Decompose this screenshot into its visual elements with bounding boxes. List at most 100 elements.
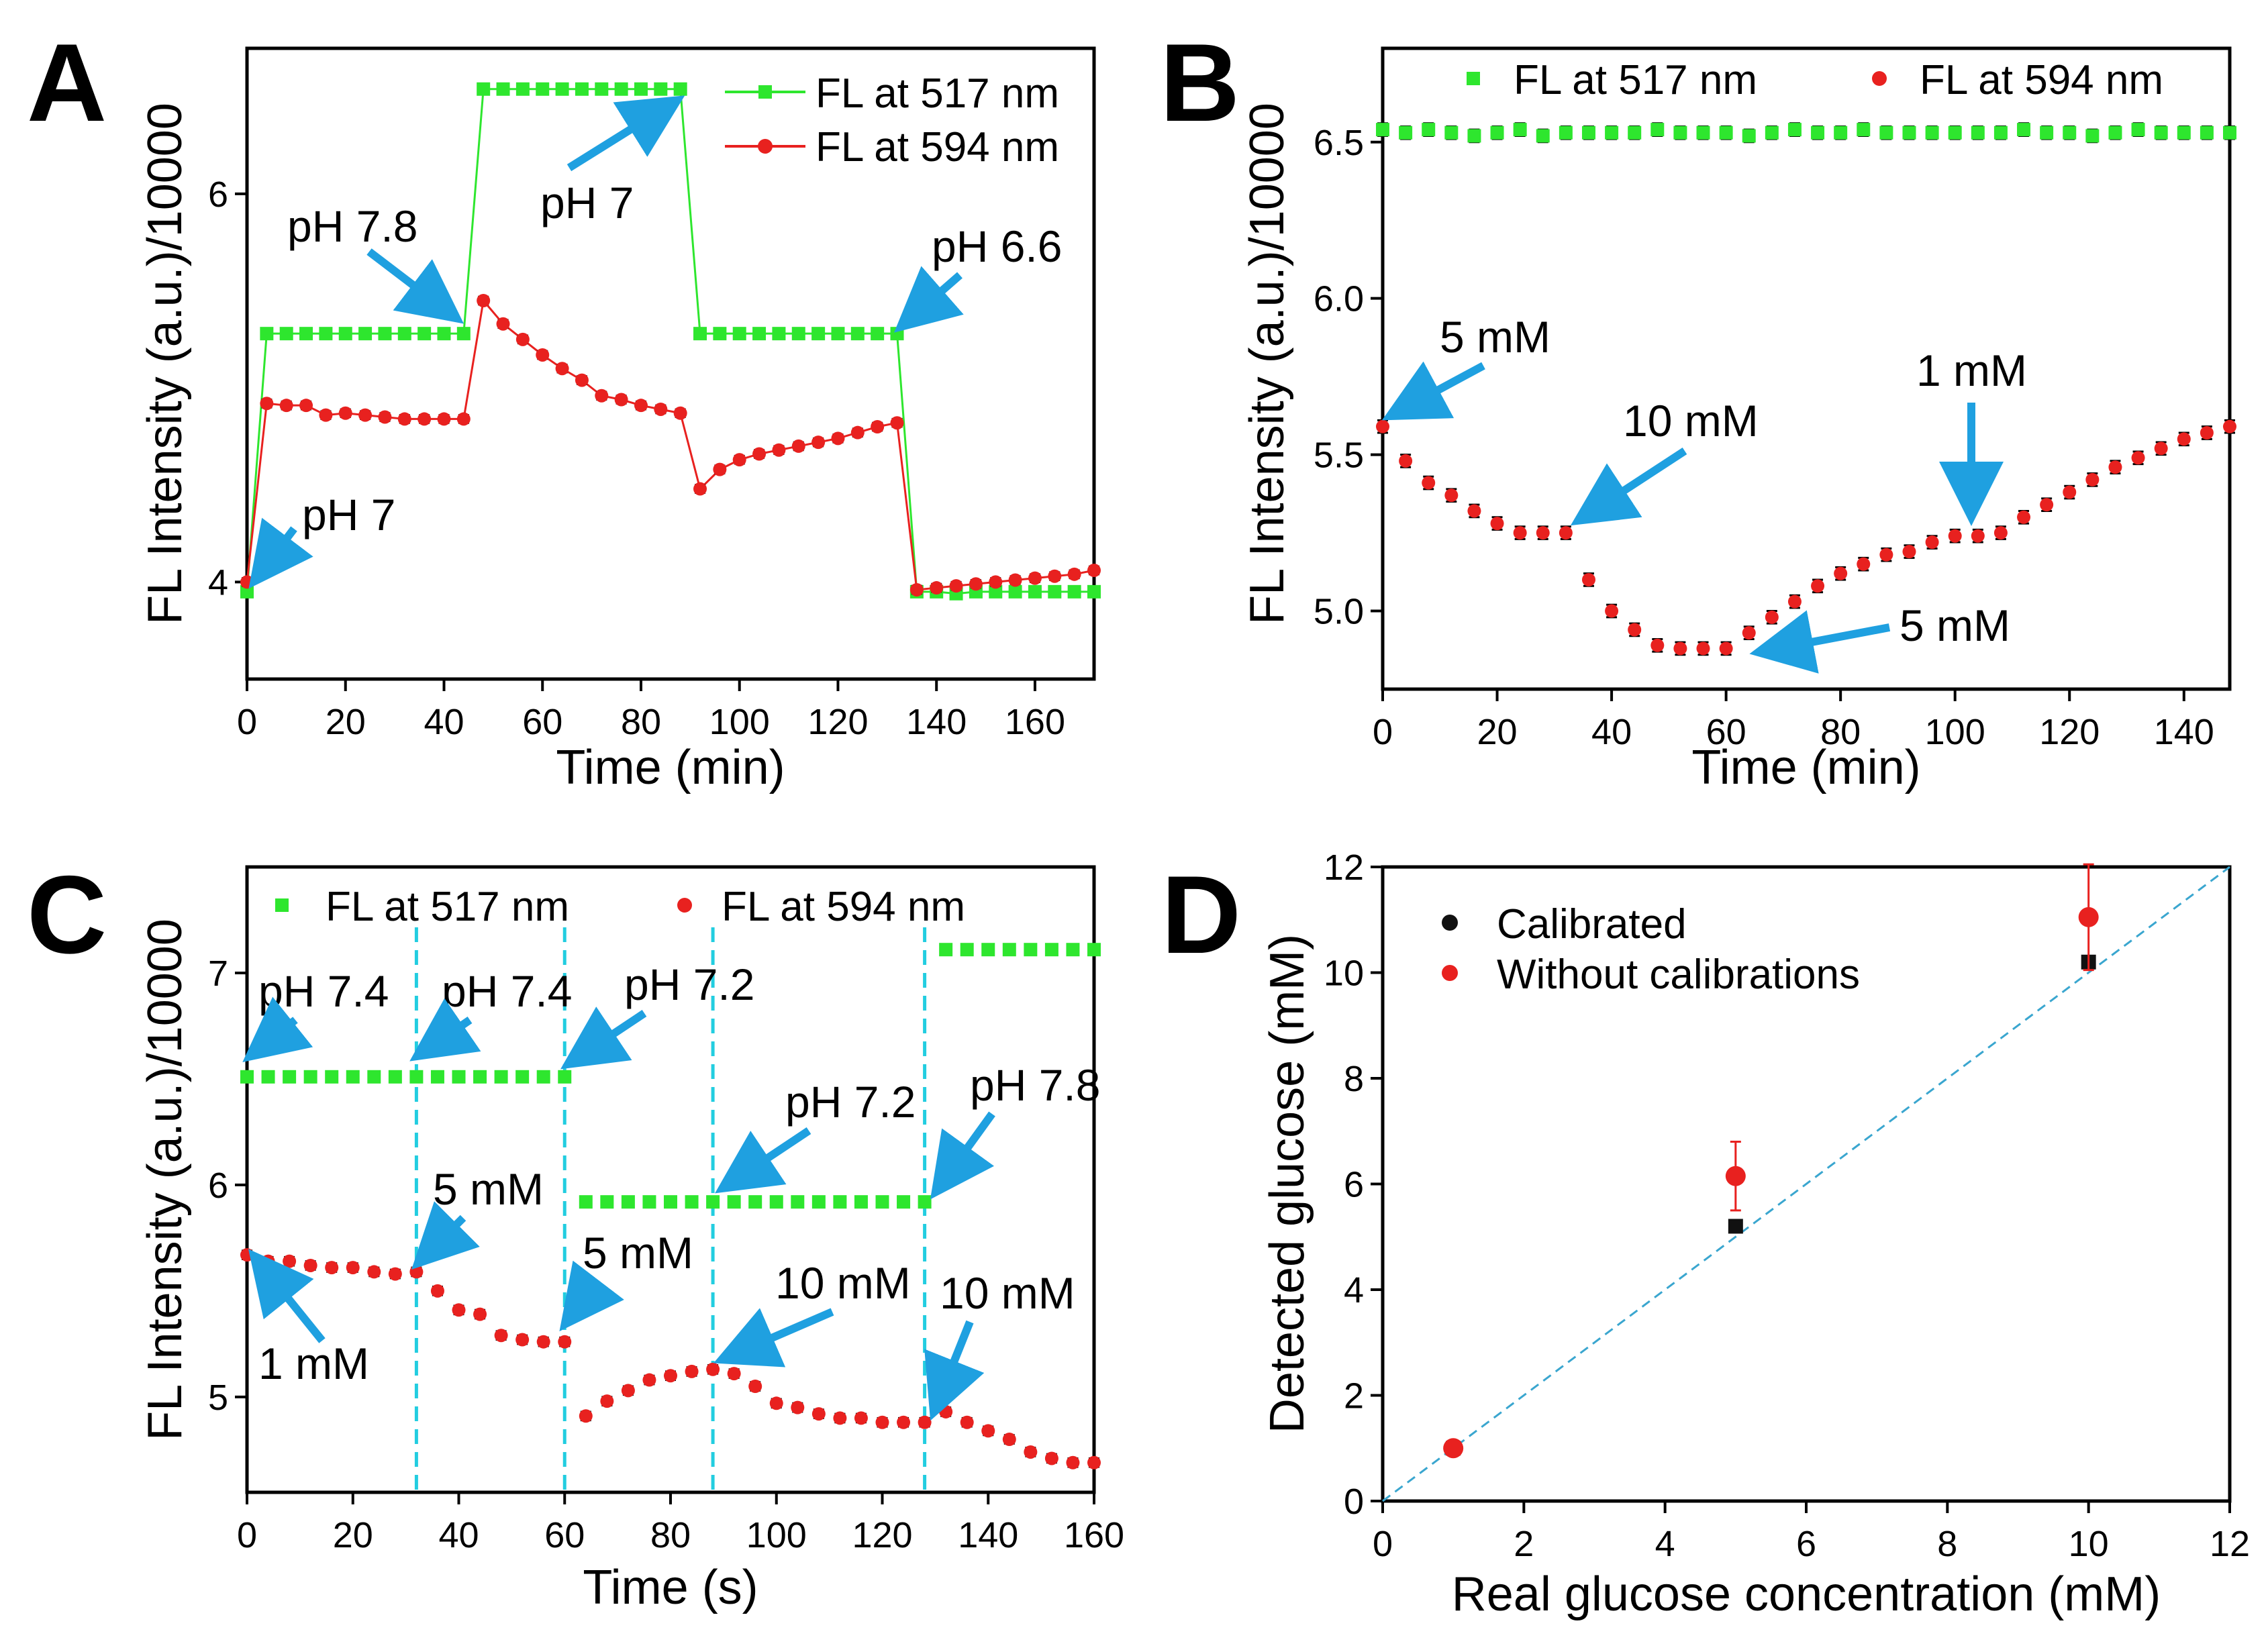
data-point-594 [791, 439, 805, 453]
annotation-arrow [409, 998, 481, 1062]
data-point-594 [1719, 641, 1733, 656]
data-point-594 [1422, 476, 1436, 490]
legend-marker-517 [758, 85, 772, 99]
data-point-594 [939, 1404, 953, 1419]
x-tick-label: 40 [438, 1515, 479, 1555]
data-point-517 [600, 1195, 614, 1209]
annotation-label: 10 mM [1623, 396, 1759, 446]
x-tick-label: 120 [807, 702, 868, 742]
data-point-594 [240, 575, 254, 589]
data-point-517 [1605, 125, 1619, 140]
data-point-517 [2108, 125, 2122, 140]
annotation-arrow [248, 1249, 326, 1343]
annotation-arrow [560, 1007, 647, 1070]
data-point-594 [811, 435, 826, 450]
annotation-label: pH 7.2 [624, 960, 754, 1009]
legend-label-517: FL at 517 nm [1514, 57, 1757, 103]
data-point-594 [338, 406, 352, 420]
data-point-594 [930, 581, 944, 595]
data-point-517 [1719, 125, 1733, 140]
data-point-517 [2223, 125, 2236, 140]
data-point-594 [1811, 579, 1825, 593]
legend-label-594: FL at 594 nm [1920, 57, 2163, 103]
x-axis-label: Real glucose concentration (mM) [1452, 1567, 2161, 1621]
data-point-517 [1066, 943, 1080, 957]
annotation-label: 10 mM [775, 1258, 911, 1308]
annotation-arrow [248, 517, 313, 589]
data-point-517 [685, 1195, 699, 1209]
y-axis-label: FL Intensity (a.u.)/10000 [138, 919, 192, 1441]
data-point-517 [897, 1195, 911, 1209]
data-point-517 [456, 327, 471, 341]
plot-frame [245, 46, 1096, 681]
data-point-594 [811, 1407, 826, 1421]
annotation-label: pH 7 [540, 178, 634, 227]
y-tick-label: 6 [1344, 1165, 1364, 1205]
data-point-594 [536, 348, 550, 362]
legend-label-594: FL at 594 nm [816, 124, 1059, 170]
y-tick-label: 6 [208, 1166, 228, 1206]
data-point-594 [319, 408, 333, 422]
annotation-arrow [924, 1320, 985, 1421]
annotation-label: pH 7 [302, 490, 395, 539]
data-point-594 [477, 294, 491, 307]
data-point-517 [634, 82, 648, 96]
data-point-594 [600, 1394, 614, 1408]
x-tick-label: 2 [1514, 1524, 1534, 1564]
data-point-594 [1559, 526, 1573, 540]
data-point-517 [811, 327, 826, 341]
y-tick-label: 4 [1344, 1270, 1364, 1310]
data-point-594 [1376, 419, 1389, 433]
x-tick-label: 20 [1477, 712, 1518, 752]
y-tick-label: 5 [208, 1378, 228, 1418]
data-point-594 [378, 410, 392, 424]
data-point-594 [685, 1364, 699, 1378]
data-point-calibrated [1728, 1219, 1743, 1234]
data-point-594 [579, 1409, 593, 1423]
panel-label-b: B [1160, 21, 1240, 144]
data-point-594 [367, 1265, 381, 1279]
data-point-594 [555, 362, 569, 376]
data-point-594 [673, 406, 687, 420]
data-point-517 [1993, 125, 2008, 140]
data-point-517 [1376, 123, 1389, 137]
data-point-517 [1422, 123, 1436, 137]
data-point-594 [918, 1415, 932, 1429]
data-point-594 [2154, 442, 2168, 456]
data-point-517 [279, 327, 293, 341]
data-point-517 [654, 82, 668, 96]
data-point-517 [1399, 125, 1413, 140]
annotation-label: 1 mM [1916, 346, 2027, 395]
data-point-517 [1028, 584, 1042, 599]
data-point-594 [727, 1367, 741, 1381]
plot-frame [1381, 46, 2232, 691]
data-point-517 [673, 82, 687, 96]
data-point-594 [897, 1415, 911, 1429]
data-point-517 [1673, 125, 1687, 140]
legend-marker-594 [677, 898, 692, 913]
data-point-594 [890, 416, 904, 430]
data-point-594 [1902, 545, 1916, 559]
x-tick-label: 8 [1937, 1524, 1957, 1564]
data-point-517 [430, 1070, 444, 1084]
data-point-517 [791, 1195, 805, 1209]
data-point-594 [1650, 638, 1665, 652]
annotation-arrow [930, 1111, 995, 1200]
data-point-517 [496, 82, 510, 96]
data-point-594 [494, 1329, 508, 1343]
data-point-517 [875, 1195, 889, 1209]
data-point-594 [791, 1400, 805, 1414]
data-point-594 [1925, 535, 1939, 550]
data-point-517 [515, 1070, 530, 1084]
data-point-517 [706, 1195, 720, 1209]
y-axis-label: Detected glucose (mM) [1261, 934, 1314, 1433]
data-point-594 [2063, 485, 2077, 499]
data-point-594 [515, 332, 530, 346]
data-point-594 [1067, 567, 1081, 581]
legend-marker-594 [758, 139, 773, 154]
y-tick-label: 5.0 [1314, 592, 1364, 632]
data-point-594 [260, 397, 274, 411]
data-point-517 [1044, 943, 1058, 957]
annotation-label: pH 7.8 [287, 201, 417, 251]
data-point-594 [1087, 1455, 1101, 1469]
